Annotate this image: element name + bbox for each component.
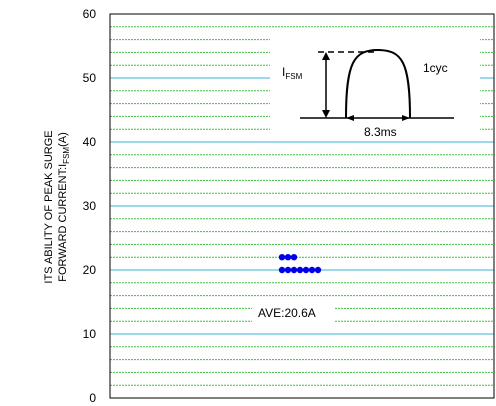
data-point	[314, 266, 322, 274]
inset-cycle-label: 1cyc	[423, 61, 448, 75]
data-point	[278, 266, 286, 274]
inset-period-label: 8.3ms	[364, 125, 397, 139]
inset-period-arrowhead-right	[402, 115, 410, 121]
inset-current-label-sub: FSM	[285, 72, 302, 81]
y-axis-title-line2: FORWARD CURRENT:IFSM(A)	[57, 132, 71, 282]
y-axis-title-line2-sub: FSM	[62, 147, 71, 164]
inset-period-arrowhead-left	[346, 115, 354, 121]
data-point	[290, 266, 298, 274]
inset-background	[270, 36, 480, 140]
y-axis-title-line1: ITS ABILITY OF PEAK SURGE	[43, 130, 55, 283]
data-point	[284, 254, 292, 261]
data-point	[284, 266, 292, 274]
y-tick-label: 10	[83, 327, 97, 341]
inset-current-label-main: I	[282, 65, 285, 79]
inset-half-sine-curve	[345, 48, 411, 119]
inset-current-arrowhead-down	[322, 110, 330, 118]
data-points	[278, 254, 322, 274]
y-tick-label: 20	[83, 263, 97, 277]
plot-frame	[109, 13, 495, 399]
y-tick-label: 30	[83, 199, 97, 213]
y-axis-title-line2-main: FORWARD CURRENT:I	[57, 164, 69, 282]
average-label-background	[252, 304, 334, 322]
data-point	[302, 266, 310, 274]
y-tick-label: 50	[83, 71, 97, 85]
y-tick-label: 60	[83, 7, 97, 21]
data-point	[296, 266, 304, 274]
y-axis-title-line2-unit: (A)	[57, 132, 69, 147]
surge-waveform-inset: IFSM 1cyc 8.3ms	[270, 36, 480, 140]
data-point	[290, 254, 298, 261]
inset-current-arrowhead-up	[322, 52, 330, 60]
inset-current-label: IFSM	[282, 65, 303, 81]
data-point	[308, 266, 316, 274]
average-label: AVE:20.6A	[258, 306, 316, 320]
average-annotation: AVE:20.6A	[252, 304, 334, 322]
data-point	[278, 254, 286, 261]
y-tick-labels: 0 10 20 30 40 50 60	[83, 7, 97, 405]
y-tick-label: 0	[89, 391, 96, 405]
y-tick-label: 40	[83, 135, 97, 149]
